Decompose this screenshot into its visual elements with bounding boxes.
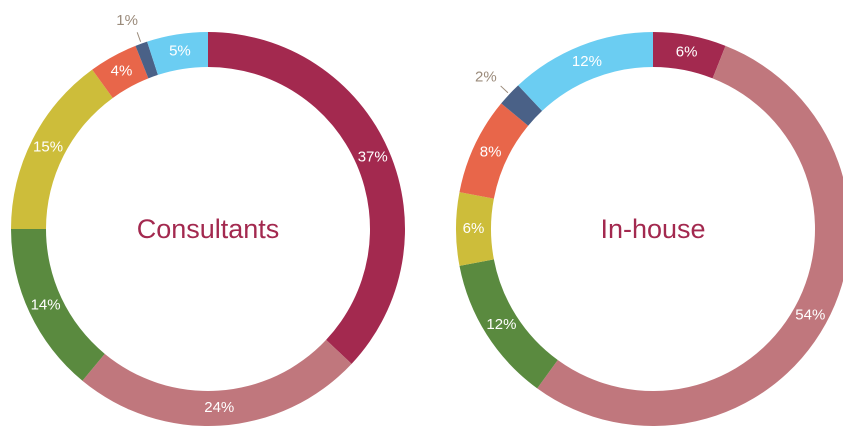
slice-label: 14% [31, 296, 61, 313]
donut-title: Consultants [137, 214, 280, 244]
donut-slice [518, 32, 653, 111]
leader-line [500, 85, 509, 94]
donut-slice [92, 45, 149, 98]
slice-label: 54% [795, 306, 825, 323]
donut-slice [501, 85, 543, 126]
slice-label: 4% [111, 63, 133, 80]
donut-slice [135, 41, 158, 79]
slice-label: 15% [33, 138, 63, 155]
leader-line [136, 32, 142, 42]
slice-label: 12% [572, 53, 602, 70]
slice-label: 6% [463, 220, 485, 237]
slice-label: 37% [358, 149, 388, 166]
donut-slice [456, 192, 494, 266]
donut-slice [653, 32, 726, 79]
slice-label: 5% [169, 43, 191, 60]
slice-label: 1% [116, 12, 138, 29]
donut-slice [11, 229, 105, 381]
slice-label: 2% [475, 69, 497, 86]
slice-label: 8% [480, 144, 502, 161]
slice-label: 24% [204, 399, 234, 416]
donut-slice [82, 339, 352, 426]
slice-label: 6% [676, 44, 698, 61]
donut-slice [537, 45, 843, 426]
donut-slice [459, 103, 529, 199]
slice-label: 12% [486, 316, 516, 333]
donut-slice [11, 69, 113, 229]
donut-slice [147, 32, 208, 75]
donut-slice [208, 32, 405, 364]
donut-title: In-house [600, 214, 705, 244]
donut-slice [459, 259, 558, 389]
